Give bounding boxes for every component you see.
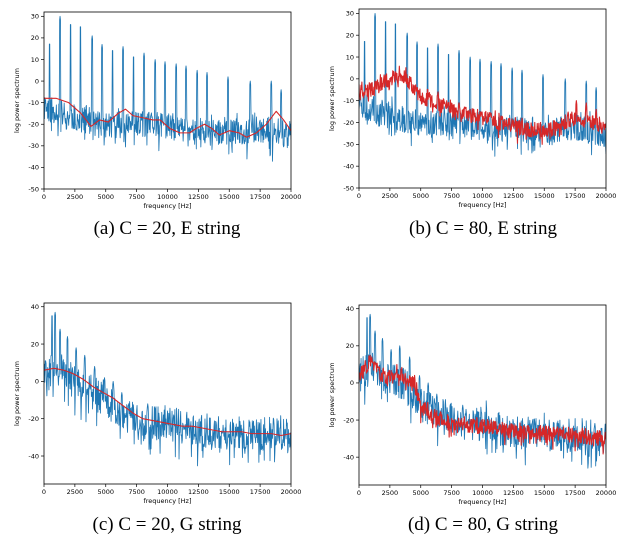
y-tick-label: -20	[343, 416, 354, 424]
x-tick-label: 0	[42, 488, 46, 496]
x-tick-label: 15000	[219, 488, 240, 496]
plot-area	[44, 15, 291, 162]
spectrum-line	[359, 12, 606, 157]
y-tick-label: -50	[28, 185, 39, 193]
x-tick-label: 10000	[157, 488, 178, 496]
subfigure-caption: (b) C = 80, E string	[409, 218, 557, 239]
y-tick-label: -20	[343, 119, 354, 127]
spectrum-line	[44, 311, 291, 467]
y-tick-label: 10	[31, 56, 39, 64]
y-tick-label: -40	[343, 162, 354, 170]
x-tick-label: 5000	[412, 489, 429, 497]
x-tick-label: 2500	[67, 193, 84, 201]
x-tick-label: 2500	[67, 488, 84, 496]
y-tick-label: -20	[28, 121, 39, 129]
x-tick-label: 12500	[503, 192, 524, 200]
y-tick-label: -40	[343, 453, 354, 461]
subfigure-caption: (d) C = 80, G string	[408, 514, 559, 535]
y-tick-label: 0	[35, 378, 39, 386]
envelope-line	[359, 65, 606, 145]
y-tick-label: -30	[343, 141, 354, 149]
chart-panel-3: 0 2500 5000 7500 10000 12500 15000 17500 20000 -4…	[13, 302, 302, 535]
y-tick-label: 20	[31, 34, 39, 42]
x-tick-label: 10000	[472, 489, 493, 497]
x-tick-label: 0	[357, 489, 361, 497]
x-tick-label: 15000	[534, 192, 555, 200]
envelope-line	[359, 354, 606, 455]
x-tick-label: 2500	[382, 489, 399, 497]
y-tick-label: 0	[350, 75, 354, 83]
plot-area	[44, 311, 291, 467]
chart-panel-1: 0 2500 5000 7500 10000 12500 15000 17500 20000 -5…	[13, 11, 302, 239]
x-tick-label: 0	[357, 192, 361, 200]
x-tick-label: 12500	[503, 489, 524, 497]
x-tick-label: 7500	[443, 489, 460, 497]
spectrum-line	[359, 313, 606, 469]
x-tick-label: 20000	[281, 488, 302, 496]
y-axis-label: log power spectrum	[328, 363, 336, 428]
y-tick-label: 20	[31, 340, 39, 348]
x-tick-label: 20000	[596, 192, 617, 200]
plot-area	[359, 313, 606, 469]
y-tick-label: -50	[343, 184, 354, 192]
envelope-line	[44, 97, 291, 138]
x-tick-label: 12500	[188, 193, 209, 201]
x-tick-label: 17500	[565, 489, 586, 497]
x-tick-label: 5000	[97, 488, 114, 496]
y-tick-label: -20	[28, 415, 39, 423]
subfigure-caption: (c) C = 20, G string	[93, 514, 242, 535]
x-tick-label: 15000	[219, 193, 240, 201]
x-tick-label: 2500	[382, 192, 399, 200]
y-tick-label: -10	[28, 99, 39, 107]
y-tick-label: 20	[346, 342, 354, 350]
x-tick-label: 10000	[472, 192, 493, 200]
y-tick-label: 30	[31, 13, 39, 21]
x-axis-label: frequency [Hz]	[143, 497, 191, 505]
x-axis-label: frequency [Hz]	[458, 498, 506, 506]
x-tick-label: 17500	[250, 488, 271, 496]
plot-area	[359, 12, 606, 157]
y-tick-label: -40	[28, 164, 39, 172]
y-axis-label: log power spectrum	[13, 68, 21, 133]
y-axis-label: log power spectrum	[13, 361, 21, 426]
chart-panel-2: 0 2500 5000 7500 10000 12500 15000 17500 20000 -5…	[328, 8, 617, 239]
y-tick-label: -30	[28, 142, 39, 150]
x-tick-label: 10000	[157, 193, 178, 201]
x-tick-label: 5000	[97, 193, 114, 201]
y-tick-label: -40	[28, 452, 39, 460]
x-tick-label: 20000	[596, 489, 617, 497]
x-tick-label: 17500	[565, 192, 586, 200]
y-axis-label: log power spectrum	[328, 66, 336, 131]
x-tick-label: 15000	[534, 489, 555, 497]
y-tick-label: 20	[346, 31, 354, 39]
y-tick-label: 40	[346, 305, 354, 313]
x-tick-label: 20000	[281, 193, 302, 201]
chart-panel-4: 0 2500 5000 7500 10000 12500 15000 17500 20000 -4…	[328, 304, 617, 535]
spectrum-line	[44, 15, 291, 162]
x-tick-label: 0	[42, 193, 46, 201]
x-tick-label: 17500	[250, 193, 271, 201]
x-axis-label: frequency [Hz]	[458, 201, 506, 209]
x-tick-label: 12500	[188, 488, 209, 496]
subfigure-caption: (a) C = 20, E string	[94, 218, 241, 239]
y-tick-label: 40	[31, 303, 39, 311]
y-tick-label: -10	[343, 97, 354, 105]
y-tick-label: 30	[346, 10, 354, 18]
y-tick-label: 10	[346, 53, 354, 61]
x-tick-label: 5000	[412, 192, 429, 200]
x-axis-label: frequency [Hz]	[143, 202, 191, 210]
envelope-line	[44, 367, 291, 437]
y-tick-label: 0	[35, 77, 39, 85]
x-tick-label: 7500	[128, 193, 145, 201]
axes-frame	[358, 304, 607, 486]
x-tick-label: 7500	[128, 488, 145, 496]
y-tick-label: 0	[350, 379, 354, 387]
x-tick-label: 7500	[443, 192, 460, 200]
